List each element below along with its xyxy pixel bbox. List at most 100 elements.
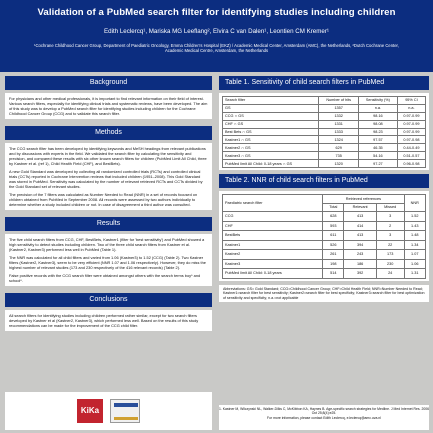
table-row: CCG ∩ GS 1332 98.16 0.97-0.99: [221, 111, 427, 121]
table-row: Kastner2 261 243 173 1.07: [221, 249, 426, 260]
results-paragraph: False positive records with the CCG sear…: [9, 273, 201, 283]
table-cell: 1.48: [403, 230, 426, 241]
table-row: GS 1357 n.a. n.a.: [221, 103, 427, 113]
table-row: CCG 628 413 3 1.52: [221, 211, 426, 222]
table-row: Kastner1 526 394 22 1.34: [221, 239, 426, 250]
nnr-column-header: NNR: [403, 194, 426, 213]
table-cell: PubMed limit All Child: 0-18 years ∩ GS: [221, 159, 320, 169]
table-cell: n.a.: [358, 103, 398, 113]
table-cell: 1.34: [403, 239, 426, 250]
table-cell: Kastner1: [221, 239, 324, 250]
table-cell: 1357: [318, 103, 360, 113]
table-row: Kastner2 ∩ GS 629 46.35 0.44-0.49: [221, 143, 427, 153]
table-cell: 3: [375, 211, 405, 222]
table-cell: 186: [343, 258, 377, 269]
poster-title: Validation of a PubMed search filter for…: [37, 7, 396, 18]
nnr-table: Paediatric search filter Retrieved refer…: [221, 194, 426, 279]
results-paragraph: The NNR was calculated for all child fil…: [9, 255, 206, 270]
table-cell: 97.27: [358, 159, 398, 169]
table1-heading: Table 1. Sensitivity of child search fil…: [219, 76, 429, 90]
methods-paragraph: A new Gold Standard was developed by col…: [9, 169, 203, 189]
right-column: Table 1. Sensitivity of child search fil…: [219, 76, 429, 303]
table1-column-header: Number of hits: [318, 96, 360, 105]
table-cell: 243: [343, 249, 377, 260]
results-heading: Results: [5, 217, 212, 231]
table-cell: Kastner1 ∩ GS: [221, 135, 320, 145]
table-cell: 2: [375, 220, 405, 231]
table-row: Kastner3 ∩ GS 735 54.16 0.51-0.57: [221, 151, 427, 161]
table-cell: 98.16: [358, 111, 398, 121]
table-row: Best Bets ∩ GS 1333 98.23 0.97-0.99: [221, 127, 427, 137]
table-cell: 261: [322, 249, 345, 260]
table-cell: 1331: [318, 119, 360, 129]
kika-logo: KiKa: [77, 399, 103, 423]
table-cell: 1324: [318, 135, 360, 145]
reference-1: 1. Kastner M, Wilczynski NL, Walker-Dilk…: [219, 407, 429, 416]
table-cell: CCG ∩ GS: [221, 111, 320, 121]
table-cell: 1.07: [403, 249, 426, 260]
table-cell: 230: [375, 258, 405, 269]
table-cell: 97.57: [358, 135, 398, 145]
table-cell: 46.35: [358, 143, 398, 153]
table-row: PubMed limit All Child: 0-18 years 514 392…: [221, 268, 426, 279]
table-cell: 392: [343, 268, 377, 279]
abbreviations-note: Abbreviations: GS= Gold Standard; CCG=Ch…: [219, 284, 429, 303]
table-cell: 0.97-0.99: [396, 127, 427, 137]
table-cell: 0.97-0.99: [396, 111, 427, 121]
table1-column-header: 95% CI: [396, 96, 427, 105]
table-row: Kastner3 198 186 230 1.06: [221, 258, 426, 269]
table-cell: Kastner3: [221, 258, 324, 269]
sensitivity-table: Search filter Number of hits Sensitivity (…: [221, 96, 427, 169]
table-cell: 414: [343, 220, 377, 231]
table1-column-header: Sensitivity (%): [358, 96, 398, 105]
table-cell: 526: [322, 239, 345, 250]
table-cell: 593: [322, 220, 345, 231]
table-cell: 3: [375, 230, 405, 241]
table-cell: Kastner2: [221, 249, 324, 260]
total-column-header: Total: [322, 202, 345, 212]
table-cell: 22: [375, 239, 405, 250]
table-cell: n.a.: [396, 103, 427, 113]
table-row: CHF ∩ GS 1331 98.08 0.97-0.99: [221, 119, 427, 129]
conclusions-section: All search filters for identifying studi…: [5, 310, 212, 331]
left-column: Background For physicians and other medi…: [5, 76, 212, 338]
contact-info: For more information, please contact Edi…: [267, 415, 381, 420]
table-cell: 0.97-0.99: [396, 119, 427, 129]
conclusions-heading: Conclusions: [5, 293, 212, 307]
table-cell: CHF: [221, 220, 324, 231]
table-cell: Kastner3 ∩ GS: [221, 151, 320, 161]
poster-header: Validation of a PubMed search filter for…: [0, 0, 433, 72]
table-cell: 0.96-0.98: [396, 159, 427, 169]
table-cell: 1333: [318, 127, 360, 137]
table-cell: 1.52: [403, 211, 426, 222]
table-cell: 0.97-0.98: [396, 135, 427, 145]
table1-container: Search filter Number of hits Sensitivity (…: [219, 93, 429, 171]
table-cell: 0.51-0.57: [396, 151, 427, 161]
background-heading: Background: [5, 76, 212, 90]
table-cell: 54.16: [358, 151, 398, 161]
table-cell: GS: [221, 103, 320, 113]
table-cell: Kastner2 ∩ GS: [221, 143, 320, 153]
relevant-column-header: Relevant: [343, 202, 377, 212]
table-cell: 611: [322, 230, 345, 241]
filter-column-header: Paediatric search filter: [221, 194, 324, 213]
table-cell: 24: [375, 268, 405, 279]
conclusions-text: All search filters for identifying studi…: [9, 313, 199, 328]
table2-heading: Table 2. NNR of child search filters in …: [219, 174, 429, 189]
methods-paragraph: The precision of the 7 filters was calcu…: [9, 192, 198, 207]
background-text: For physicians and other medical profess…: [9, 96, 208, 116]
methods-paragraph: The CCG search filter has been developed…: [9, 146, 207, 166]
table-cell: 413: [343, 211, 377, 222]
table-cell: BestBets: [221, 230, 324, 241]
table-cell: 1332: [318, 111, 360, 121]
results-section: The five child search filters from CCG, …: [5, 234, 212, 286]
results-paragraph: The five child search filters from CCG, …: [9, 237, 205, 252]
table-cell: 0.44-0.49: [396, 143, 427, 153]
table2-container: Paediatric search filter Retrieved refer…: [219, 191, 429, 281]
table1-column-header: Search filter: [221, 96, 320, 105]
table-cell: 173: [375, 249, 405, 260]
table-cell: 735: [318, 151, 360, 161]
references-panel: 1. Kastner M, Wilczynski NL, Walker-Dilk…: [219, 405, 429, 430]
table-row: CHF 593 414 2 1.43: [221, 220, 426, 231]
table-cell: 198: [322, 258, 345, 269]
